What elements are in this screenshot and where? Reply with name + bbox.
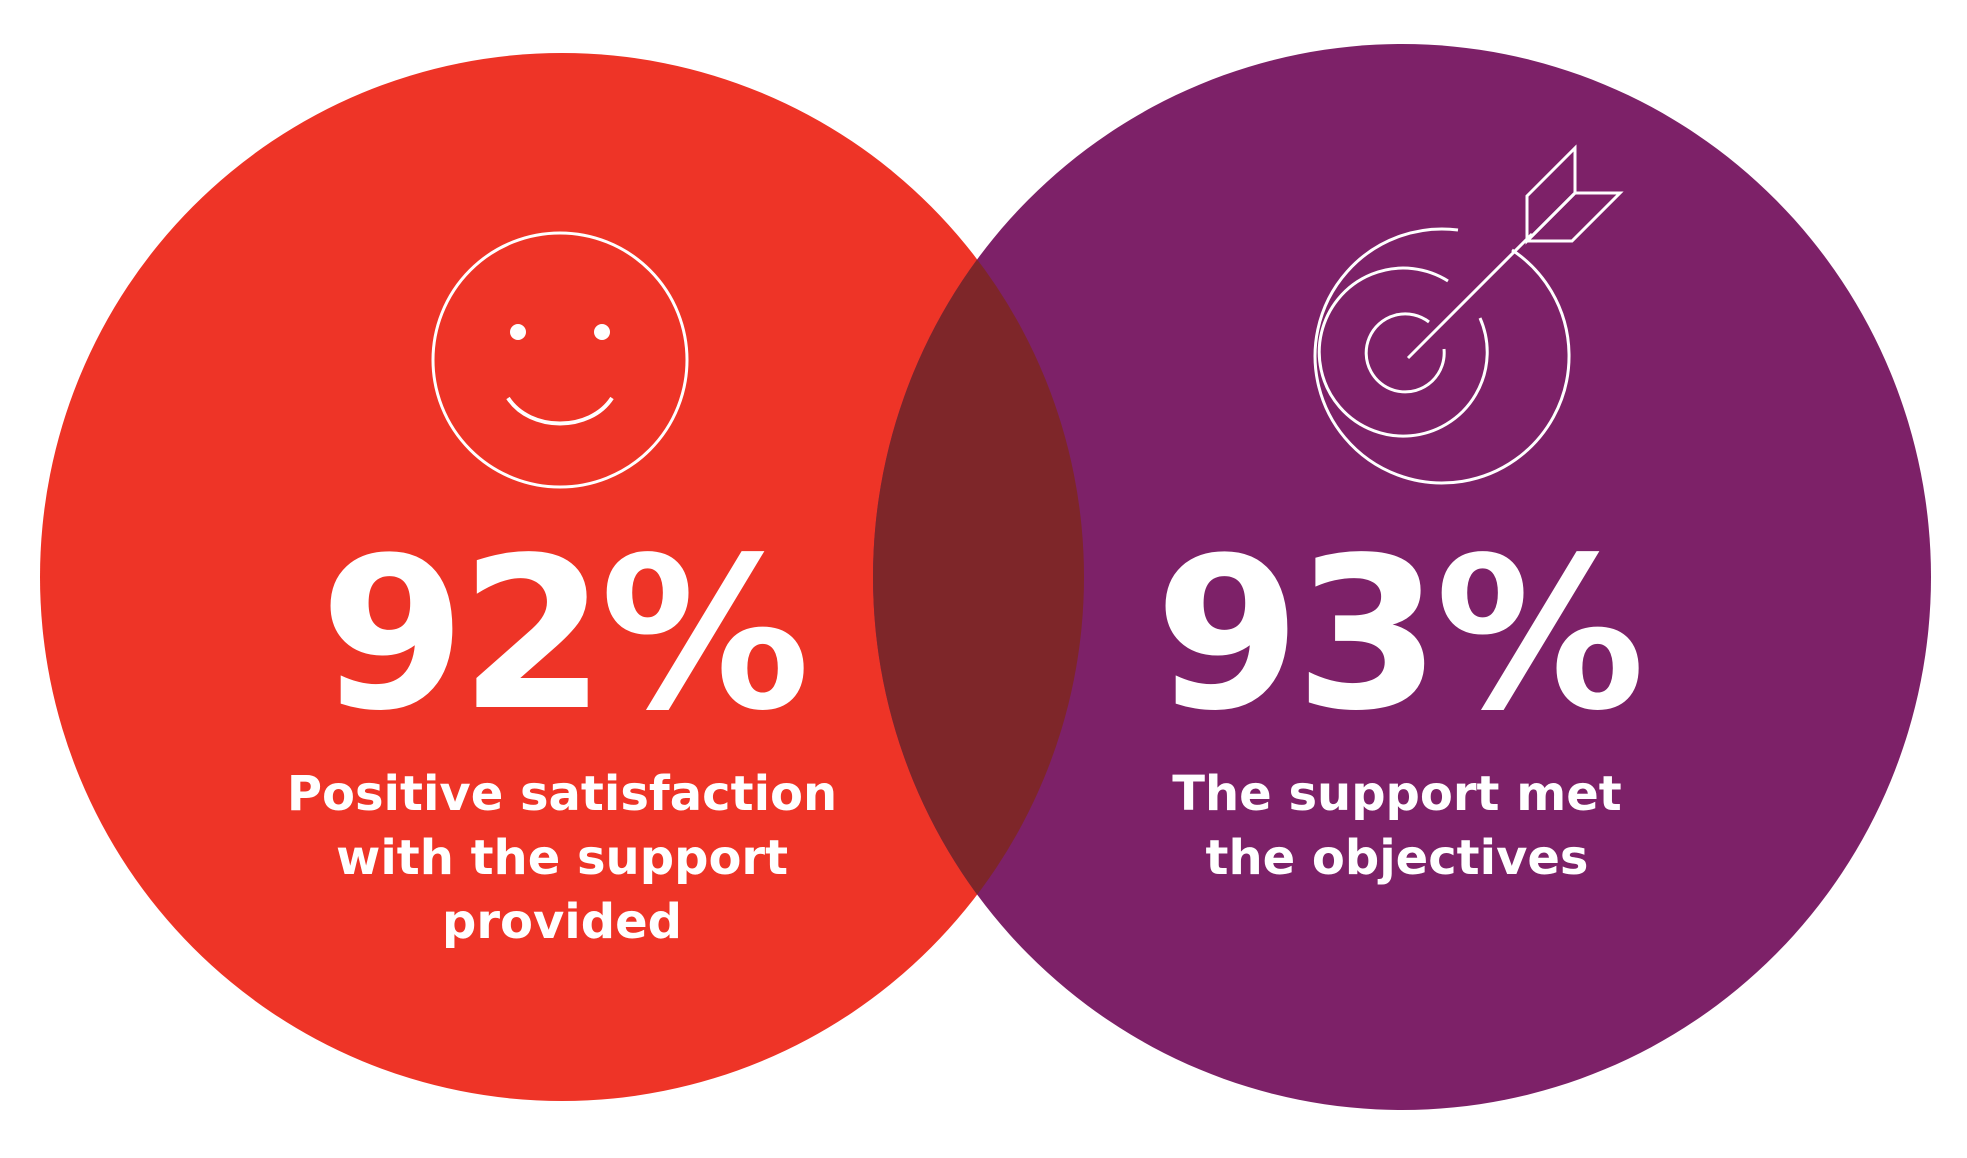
stat-value-left: 92% [319, 512, 811, 757]
stat-label-left-line-3: provided [441, 894, 683, 950]
stat-left: 92% Positive satisfaction with the suppo… [262, 530, 862, 954]
smiley-face-icon [431, 231, 689, 489]
stat-label-right: The support met the objectives [1097, 762, 1697, 890]
stat-label-left-line-2: with the support [335, 830, 789, 886]
stat-label-right-line-2: the objectives [1205, 830, 1589, 886]
left-circle [40, 53, 1084, 1101]
right-circle [873, 44, 1931, 1110]
stat-label-left: Positive satisfaction with the support p… [262, 762, 862, 954]
stat-value-right: 93% [1154, 512, 1646, 757]
stat-label-right-line-1: The support met [1172, 766, 1622, 822]
stat-right: 93% The support met the objectives [1097, 530, 1697, 890]
stat-label-left-line-1: Positive satisfaction [286, 766, 838, 822]
target-arrow-icon [1313, 144, 1624, 485]
